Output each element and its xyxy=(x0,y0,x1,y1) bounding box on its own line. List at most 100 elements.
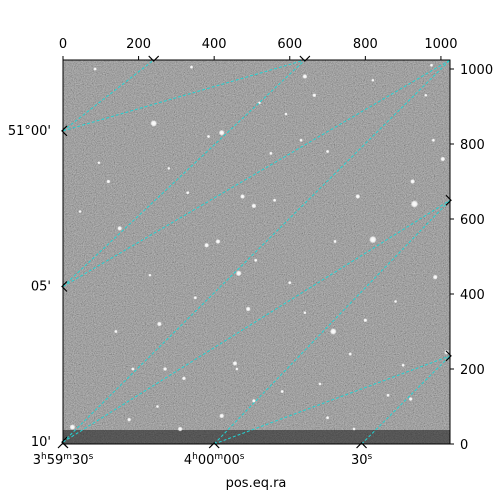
star-50 xyxy=(348,352,353,356)
star-0 xyxy=(150,119,158,127)
dec-marker-0 xyxy=(61,125,68,137)
dec-grid-line-2 xyxy=(63,60,450,443)
right-tick-label-4: 800 xyxy=(460,138,485,153)
star-6 xyxy=(240,194,246,199)
star-10 xyxy=(117,225,123,231)
star-20 xyxy=(432,274,438,280)
star-48 xyxy=(272,198,277,203)
star-63 xyxy=(371,78,375,82)
dec-grid-line-4 xyxy=(361,355,450,444)
top-tick-label-3: 600 xyxy=(277,37,302,52)
world-axis-markers xyxy=(57,55,452,449)
top-tick-label-2: 400 xyxy=(202,37,227,52)
star-55 xyxy=(424,93,428,97)
star-37 xyxy=(431,138,436,143)
star-35 xyxy=(253,258,258,263)
right-tick-label-1: 200 xyxy=(460,363,485,378)
star-24 xyxy=(181,376,186,381)
star-8 xyxy=(215,239,221,244)
star-47 xyxy=(325,149,330,154)
dec-grid-line-0 xyxy=(63,60,155,132)
star-12 xyxy=(232,360,238,366)
plot-frame xyxy=(62,59,451,445)
star-61 xyxy=(167,166,171,170)
ra-grid-line-3 xyxy=(213,355,450,444)
coordinate-grid xyxy=(63,60,450,444)
ra-marker-1 xyxy=(208,442,220,449)
dec-tick-label-0: 51°00' xyxy=(8,124,51,139)
star-54 xyxy=(284,112,288,116)
top-tick-label-1: 200 xyxy=(126,37,151,52)
ra-tick-labels: 3h59m30s 4h00m00s 30s xyxy=(33,452,373,468)
star-1 xyxy=(218,129,225,136)
right-tick-label-2: 400 xyxy=(460,288,485,303)
star-9 xyxy=(204,242,210,248)
dec-tick-label-2: 10' xyxy=(31,435,51,450)
star-28 xyxy=(127,417,132,422)
star-34 xyxy=(185,190,190,195)
star-52 xyxy=(78,209,82,214)
top-tick-label-4: 800 xyxy=(353,37,378,52)
dec-marker-1 xyxy=(61,281,68,292)
star-45 xyxy=(429,63,434,68)
star-53 xyxy=(97,161,101,165)
star-18 xyxy=(251,398,256,403)
star-15 xyxy=(69,424,76,431)
dec-grid-line-3 xyxy=(213,199,450,444)
ra-tick-label-0: 3h59m30s xyxy=(33,452,94,468)
star-27 xyxy=(312,93,317,98)
dec-grid-line-1 xyxy=(63,60,306,287)
star-43 xyxy=(93,67,97,71)
star-38 xyxy=(386,393,390,398)
right-tick-label-5: 1000 xyxy=(460,63,493,78)
star-17 xyxy=(219,413,225,419)
top-tick-label-0: 0 xyxy=(59,37,67,52)
top-marker-1 xyxy=(299,55,311,62)
star-57 xyxy=(352,427,356,431)
star-44 xyxy=(189,65,194,69)
dec-tick-label-1: 05' xyxy=(31,280,51,295)
ra-tick-label-2: 30s xyxy=(351,452,373,468)
star-7 xyxy=(251,203,257,209)
dec-tick-labels: 51°00' 05' 10' xyxy=(8,124,51,450)
star-4 xyxy=(369,235,377,244)
star-23 xyxy=(355,194,361,199)
star-5 xyxy=(235,270,242,277)
top-tick-label-5: 1000 xyxy=(424,37,457,52)
star-2 xyxy=(302,74,308,79)
star-49 xyxy=(193,295,198,300)
top-marker-0 xyxy=(148,55,160,62)
star-30 xyxy=(408,396,413,402)
ra-tick-label-1: 4h00m00s xyxy=(184,452,245,468)
star-51 xyxy=(401,363,405,368)
star-22 xyxy=(410,179,416,184)
star-31 xyxy=(206,134,211,139)
star-25 xyxy=(162,366,168,372)
star-36 xyxy=(333,239,337,244)
star-46 xyxy=(299,138,303,143)
star-40 xyxy=(114,329,118,334)
star-21 xyxy=(440,156,446,162)
star-65 xyxy=(318,382,322,386)
star-13 xyxy=(245,306,251,312)
star-16 xyxy=(177,426,183,432)
star-56 xyxy=(155,404,160,409)
star-26 xyxy=(363,318,368,323)
star-58 xyxy=(148,273,152,277)
star-41 xyxy=(131,367,135,371)
star-3 xyxy=(410,200,419,208)
right-marker-0 xyxy=(445,194,452,206)
ra-marker-0 xyxy=(57,442,69,449)
star-42 xyxy=(325,415,330,420)
star-39 xyxy=(280,389,284,394)
star-64 xyxy=(235,367,239,371)
star-11 xyxy=(329,328,337,335)
top-pixel-axis: 0 200 400 600 800 1000 xyxy=(59,37,457,60)
x-axis-label: pos.eq.ra xyxy=(226,476,287,491)
star-32 xyxy=(269,151,273,156)
star-29 xyxy=(106,179,111,184)
ra-grid-line-2 xyxy=(63,199,450,443)
ra-marker-2 xyxy=(356,442,367,449)
star-33 xyxy=(287,280,292,285)
